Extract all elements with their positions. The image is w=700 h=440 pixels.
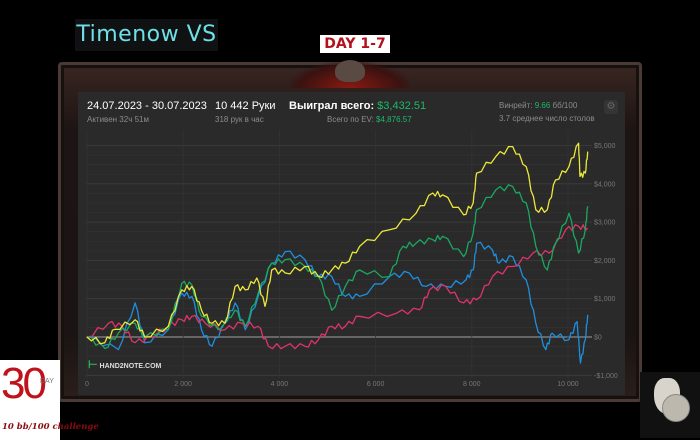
x-tick-label: 6 000 bbox=[367, 381, 385, 388]
x-tick-label: 8 000 bbox=[463, 381, 481, 388]
total-won: Выиграл всего: $3,432.51 bbox=[289, 100, 426, 112]
y-tick-label: $0 bbox=[594, 335, 602, 342]
challenge-text: 10 bb/100 challenge bbox=[2, 422, 99, 432]
skull-ornament-icon bbox=[335, 60, 365, 82]
y-tick-label: $2,000 bbox=[594, 258, 616, 265]
total-ev-value: $4,876.57 bbox=[376, 115, 412, 124]
winrate-label: Винрейт: bbox=[499, 101, 533, 110]
series-lines bbox=[86, 142, 589, 364]
avg-tables: 3.7 среднее число столов bbox=[499, 114, 595, 123]
x-tick-label: 4 000 bbox=[271, 381, 289, 388]
x-tick-label: 10 000 bbox=[557, 381, 579, 388]
total-ev: Всего по EV: $4,876.57 bbox=[327, 115, 412, 124]
hands-per-hour: 318 рук в час bbox=[215, 115, 264, 124]
active-time: Активен 32ч 51м bbox=[87, 115, 149, 124]
watermark-text: HAND2NOTE.COM bbox=[99, 363, 162, 370]
date-range: 24.07.2023 - 30.07.2023 bbox=[87, 100, 207, 112]
title-overlay: Timenow VS bbox=[75, 19, 218, 51]
total-ev-label: Всего по EV: bbox=[327, 115, 374, 124]
x-tick-label: 2 000 bbox=[174, 381, 192, 388]
y-tick-label: $4,000 bbox=[594, 181, 616, 188]
winrate-value: 9.66 bbox=[534, 101, 551, 110]
series-line-3 bbox=[86, 142, 589, 345]
hands-count: 10 442 Руки bbox=[215, 100, 276, 112]
y-tick-label: $1,000 bbox=[594, 296, 616, 303]
x-tick-label: 0 bbox=[85, 381, 89, 388]
hand-holding-clock-image bbox=[640, 372, 700, 438]
hand2note-logo-icon: ⊢ bbox=[88, 359, 98, 371]
series-line-2 bbox=[86, 184, 589, 350]
y-tick-label: $5,000 bbox=[594, 143, 616, 150]
challenge-badge: 30 DAY 10 bb/100 challenge bbox=[0, 359, 99, 440]
grid bbox=[86, 130, 592, 378]
axis-ticks: 0 2 000 4 000 6 000 8 000 10 000 $5,000 $4,000 $… bbox=[85, 143, 618, 388]
total-won-value: $3,432.51 bbox=[377, 100, 427, 112]
series-line-0 bbox=[86, 241, 589, 364]
y-tick-label: -$1,000 bbox=[594, 373, 618, 380]
gear-icon[interactable]: ⚙ bbox=[604, 100, 618, 114]
total-won-label: Выиграл всего: bbox=[289, 100, 375, 112]
stats-panel bbox=[78, 92, 625, 395]
challenge-day: DAY bbox=[40, 378, 54, 385]
hand2note-logo: ⊢ HAND2NOTE.COM bbox=[88, 358, 178, 372]
winrate: Винрейт: 9.66 бб/100 bbox=[499, 101, 577, 110]
winrate-unit: бб/100 bbox=[552, 101, 578, 110]
day-label: DAY 1-7 bbox=[320, 35, 390, 53]
y-tick-label: $3,000 bbox=[594, 220, 616, 227]
clock-icon bbox=[662, 394, 690, 422]
challenge-number: 30 bbox=[1, 359, 47, 408]
